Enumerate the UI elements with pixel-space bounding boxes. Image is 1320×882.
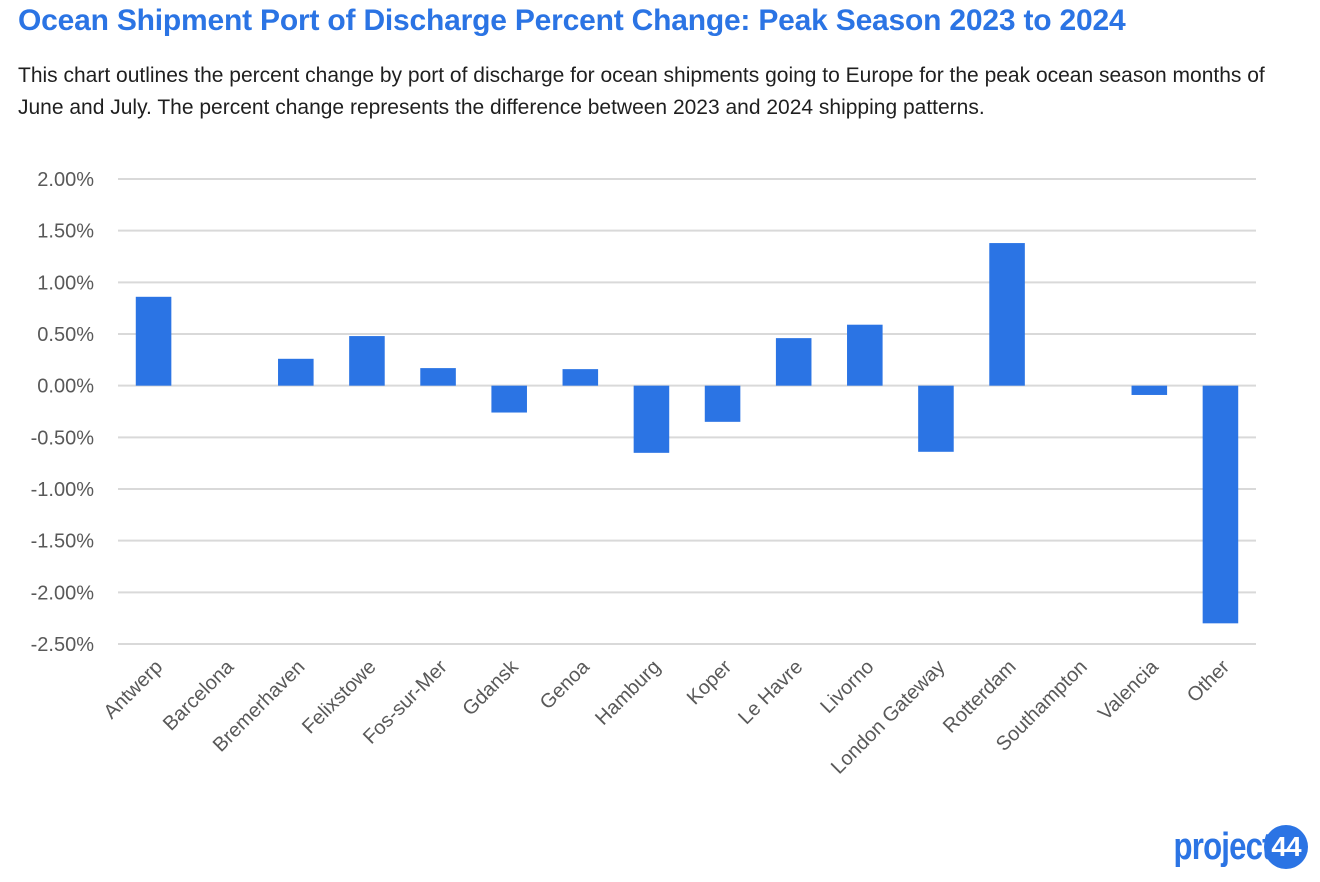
bar-livorno [847,324,883,386]
y-tick-label: 0.50% [37,324,94,346]
y-tick-label: -1.50% [31,531,95,553]
x-tick-label: Other [1183,656,1234,707]
logo-badge: 44 [1264,825,1308,869]
chart-subtitle: This chart outlines the percent change b… [18,64,1265,119]
bar-hamburg [633,385,670,453]
bars [135,243,1239,624]
y-tick-label: -2.00% [31,582,95,604]
bar-antwerp [135,296,172,386]
bar-rotterdam [989,243,1025,386]
bar-le-havre [775,338,812,386]
y-tick-label: 0.00% [37,376,94,398]
bar-gdansk [491,385,527,413]
bar-koper [704,385,741,422]
bar-other [1202,385,1239,624]
x-tick-label: Hamburg [591,656,665,730]
y-tick-label: 2.00% [37,169,94,191]
x-tick-label: Koper [683,656,737,710]
bar-bremerhaven [278,358,314,386]
logo-text: project [1173,825,1273,868]
x-tick-label: Gdansk [458,655,523,720]
bar-london-gateway [918,385,954,452]
x-tick-label: Genoa [536,655,595,714]
bar-felixstowe [349,336,385,386]
y-tick-label: 1.00% [37,272,94,294]
y-tick-label: -2.50% [31,634,95,656]
project44-logo: project 44 [1152,822,1308,872]
bar-genoa [562,369,599,386]
chart-title: Ocean Shipment Port of Discharge Percent… [18,4,1126,37]
y-tick-label: 1.50% [37,221,94,243]
grid-lines [118,178,1256,645]
x-tick-label: Valencia [1094,655,1163,724]
y-tick-label: -0.50% [31,427,95,449]
bar-valencia [1131,385,1168,395]
bar-fos-sur-mer [420,368,456,386]
x-tick-label: Antwerp [100,656,167,723]
x-tick-label: Le Havre [734,656,807,729]
y-tick-label: -1.00% [31,479,95,501]
x-axis-ticks: AntwerpBarcelonaBremerhavenFelixstoweFos… [100,655,1235,778]
x-tick-label: Livorno [816,656,878,718]
y-axis-ticks: 2.00% 1.50% 1.00% 0.50% 0.00% -0.50% -1.00% -1.… [31,169,95,656]
